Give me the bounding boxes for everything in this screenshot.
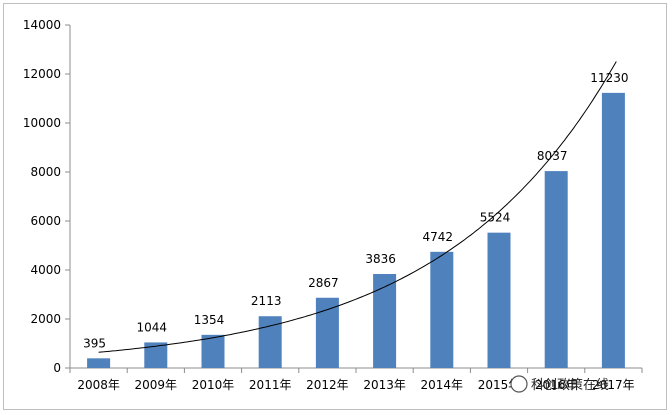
data-label: 2867: [308, 276, 339, 290]
y-tick-label: 14000: [23, 18, 61, 32]
y-tick-label: 8000: [30, 165, 61, 179]
data-label: 11230: [590, 71, 628, 85]
bar: [373, 274, 397, 368]
y-tick-label: 10000: [23, 116, 61, 130]
x-tick-label: 2009年: [135, 378, 178, 392]
wechat-icon: [510, 375, 528, 393]
bar: [258, 316, 282, 368]
data-labels: 395 1044 1354 2113 2867 3836 4742 5524 8037 11230: [83, 71, 628, 350]
x-tick-label: 2015年: [478, 378, 521, 392]
x-tick-label: 2017年: [592, 378, 635, 392]
x-tick-labels: 2008年 2009年 2010年 2011年 2012年 2013年 2014年 2015年…: [77, 378, 634, 392]
x-tick-label: 2016年: [535, 378, 578, 392]
data-label: 3836: [365, 252, 396, 266]
data-label: 5524: [480, 211, 511, 225]
data-label: 4742: [423, 230, 454, 244]
y-tick-label: 12000: [23, 67, 61, 81]
data-label: 8037: [537, 149, 568, 163]
x-tick-label: 2010年: [192, 378, 235, 392]
x-tick-label: 2008年: [77, 378, 120, 392]
watermark: 科创政策在线: [510, 375, 609, 393]
data-label: 1044: [137, 320, 168, 334]
bars: [87, 92, 625, 369]
bar: [144, 342, 168, 368]
bar: [201, 334, 225, 368]
data-label: 2113: [251, 294, 282, 308]
watermark-text: 科创政策在线: [531, 377, 609, 393]
data-label: 395: [83, 336, 106, 350]
data-label: 1354: [194, 313, 225, 327]
trendline-group: [98, 61, 617, 353]
y-tick-label: 4000: [30, 263, 61, 277]
bar: [601, 92, 625, 369]
bar: [544, 171, 568, 368]
bar: [430, 251, 454, 368]
x-tick-label: 2013年: [363, 378, 406, 392]
bar: [315, 297, 339, 368]
y-tick-labels: 0 2000 4000 6000 8000 10000 12000 14000: [23, 18, 61, 375]
x-tick-label: 2011年: [249, 378, 292, 392]
x-tick-label: 2012年: [306, 378, 349, 392]
y-tick-label: 2000: [30, 312, 61, 326]
x-tick-label: 2014年: [421, 378, 464, 392]
trendline: [98, 61, 617, 353]
bar: [87, 358, 111, 368]
y-tick-label: 0: [53, 361, 61, 375]
bar: [487, 232, 511, 368]
y-tick-label: 6000: [30, 214, 61, 228]
